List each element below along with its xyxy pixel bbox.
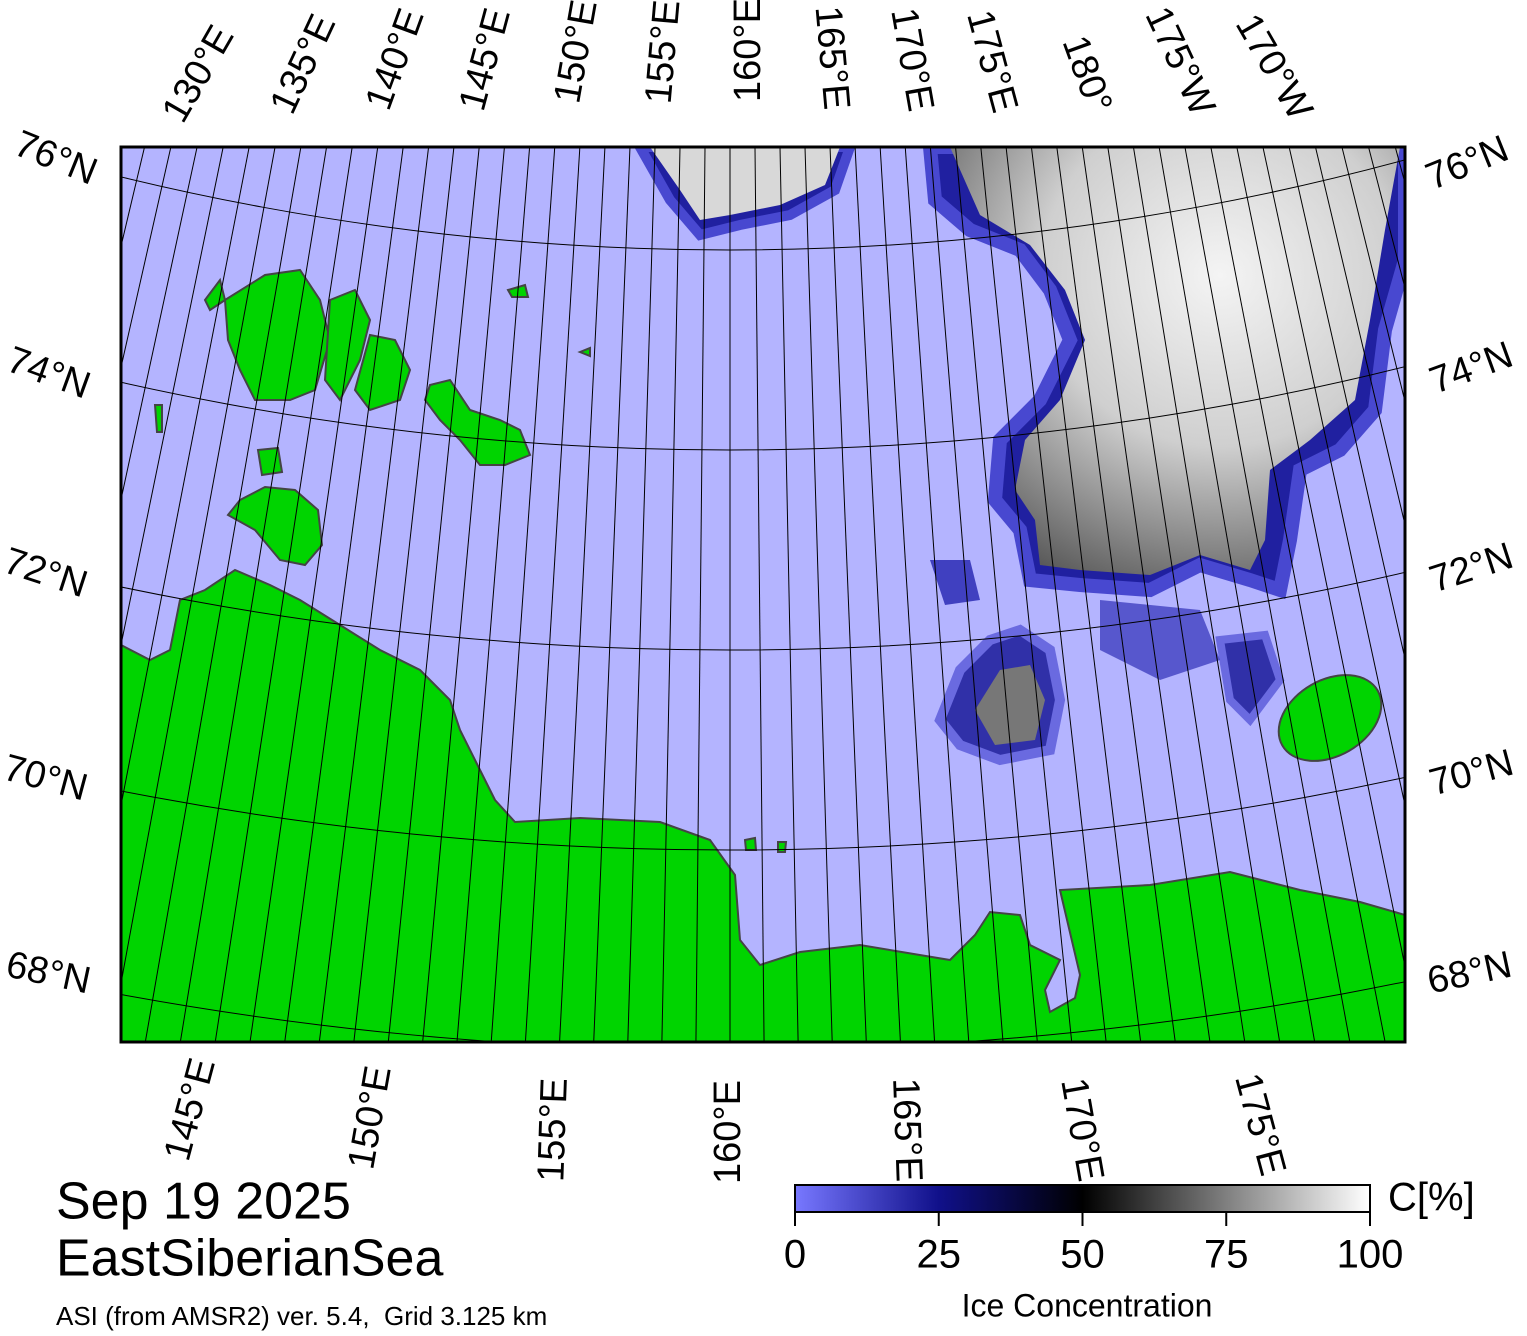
graticule-label: 170°E (1052, 1075, 1111, 1185)
meridian (879, 147, 936, 1042)
meridian (524, 147, 581, 1042)
graticule-label: 70°N (0, 747, 92, 810)
colorbar-tick-label: 0 (784, 1233, 806, 1277)
map-region: EastSiberianSea (56, 1230, 443, 1288)
meridian (249, 147, 379, 1042)
graticule-label: 74°N (1424, 334, 1518, 403)
meridian (754, 147, 765, 1042)
graticule-label: 165°E (807, 4, 858, 111)
graticule-label: 76°N (9, 123, 103, 194)
graticule-label: 175°E (1226, 1069, 1293, 1180)
meridian (1210, 147, 1386, 1042)
meridian (627, 147, 656, 1042)
meridian (929, 147, 1004, 1042)
meridian (1184, 147, 1351, 1042)
map-area (121, 147, 1405, 1042)
graticule-label: 135°E (262, 8, 344, 120)
map-source: ASI (from AMSR2) ver. 5.4, Grid 3.125 km (56, 1301, 547, 1331)
meridian (179, 147, 328, 1042)
meridian (1081, 147, 1211, 1042)
colorbar-unit: C[%] (1388, 1176, 1475, 1220)
meridian (661, 147, 681, 1042)
meridian (387, 147, 480, 1042)
graticule-label: 145°E (451, 4, 518, 115)
meridian (593, 147, 631, 1042)
meridian (490, 147, 556, 1042)
meridian (904, 147, 970, 1042)
colorbar-tick-label: 100 (1337, 1233, 1404, 1277)
colorbar-tick-label: 50 (1060, 1233, 1105, 1277)
meridian (422, 147, 505, 1042)
colorbar-tick-label: 25 (917, 1233, 962, 1277)
meridian (779, 147, 799, 1042)
map-frame (119, 145, 1407, 1044)
graticule-label: 68°N (3, 944, 95, 1003)
meridian (695, 147, 706, 1042)
graticule-label: 160°E (707, 1080, 749, 1184)
meridian (284, 147, 404, 1042)
meridian (1005, 147, 1107, 1042)
meridian (121, 147, 250, 808)
meridian (214, 147, 353, 1042)
graticule-label: 175°E (958, 6, 1025, 117)
graticule-label: 150°E (546, 0, 605, 106)
graticule-label: 170°E (882, 5, 941, 115)
meridian (1158, 147, 1316, 1042)
graticule-label: 145°E (156, 1054, 223, 1165)
meridian (559, 147, 606, 1042)
meridian (456, 147, 531, 1042)
meridian (353, 147, 455, 1042)
graticule-label: 72°N (0, 540, 92, 606)
graticule-label: 155°E (530, 1077, 576, 1182)
meridian (121, 147, 224, 648)
meridian (121, 147, 276, 986)
meridian (980, 147, 1073, 1042)
meridian (854, 147, 901, 1042)
meridian (1132, 147, 1281, 1042)
graticule-label: 165°E (884, 1077, 930, 1182)
graticule-label: 130°E (154, 19, 242, 130)
meridian (1107, 147, 1246, 1042)
meridian (1314, 147, 1405, 527)
graticule-label: 160°E (727, 0, 769, 102)
graticule-label: 68°N (1424, 944, 1516, 1003)
meridian (1236, 147, 1405, 969)
graticule-label: 76°N (1420, 128, 1514, 199)
graticule (121, 147, 1405, 1042)
meridian (1030, 147, 1142, 1042)
graticule-label: 175°W (1137, 0, 1223, 122)
meridian (1056, 147, 1176, 1042)
graticule-label: 170°W (1227, 7, 1321, 127)
colorbar-tick-label: 75 (1204, 1233, 1249, 1277)
graticule-label: 72°N (1425, 535, 1519, 601)
land (121, 268, 1405, 1042)
meridian (829, 147, 867, 1042)
graticule-label: 150°E (340, 1063, 399, 1173)
graticule-label: 155°E (638, 0, 689, 105)
meridian (318, 147, 430, 1042)
graticule-label: 74°N (2, 339, 96, 408)
meridian (1288, 147, 1405, 661)
graticule-label: 140°E (358, 3, 433, 115)
graticule-label: 70°N (1425, 742, 1518, 805)
colorbar-label: Ice Concentration (962, 1287, 1213, 1323)
graticule-label: 180° (1054, 30, 1120, 118)
meridian (955, 147, 1038, 1042)
meridian (804, 147, 833, 1042)
meridian (144, 147, 302, 1042)
meridian (1262, 147, 1405, 808)
colorbar (794, 1184, 1371, 1213)
map-date: Sep 19 2025 (56, 1173, 351, 1231)
